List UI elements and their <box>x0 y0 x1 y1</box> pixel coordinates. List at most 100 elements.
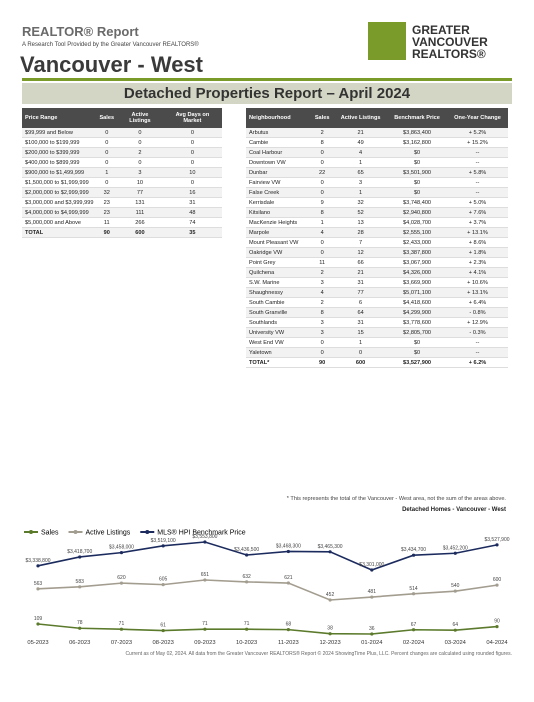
table-cell: + 6.4% <box>447 297 508 308</box>
data-label: 620 <box>117 575 126 581</box>
data-point <box>119 627 124 631</box>
table-row: Coal Harbour 0 4 $0 -- <box>246 147 508 158</box>
table-cell: 4 <box>334 147 388 158</box>
x-tick-label: 03-2024 <box>445 640 467 646</box>
table-cell: 4 <box>310 287 335 298</box>
table-row: S.W. Marine 3 31 $3,669,900 + 10.6% <box>246 277 508 288</box>
data-point <box>78 626 82 630</box>
table-cell: -- <box>447 187 508 198</box>
table-cell: 3 <box>310 327 335 338</box>
data-point <box>328 598 332 602</box>
table-cell: 0 <box>334 347 388 358</box>
table-cell: 0 <box>310 247 335 258</box>
table-row: $1,500,000 to $1,999,999 0 10 0 <box>22 177 222 188</box>
data-label: $3,458,000 <box>109 545 134 551</box>
table-cell: $0 <box>387 177 447 188</box>
table-row: MacKenzie Heights 1 13 $4,028,700 + 3.7% <box>246 217 508 228</box>
table-cell: $400,000 to $899,999 <box>22 157 97 168</box>
table-row: Southlands 3 31 $3,778,600 + 12.9% <box>246 317 508 328</box>
table-row: South Cambie 2 6 $4,418,600 + 6.4% <box>246 297 508 308</box>
table-cell: 1 <box>334 157 388 168</box>
table-cell: South Granville <box>246 307 311 318</box>
price-table: Price Range Sales Active Listings Avg Days … <box>22 108 222 238</box>
data-label: 540 <box>451 583 460 589</box>
data-point <box>161 628 165 633</box>
table-cell: 52 <box>334 207 388 218</box>
table-cell: $2,433,000 <box>387 237 447 248</box>
table-cell: TOTAL <box>22 227 97 238</box>
data-label: 90 <box>494 619 500 625</box>
table-cell: 35 <box>162 227 222 238</box>
data-point <box>453 628 457 632</box>
table-cell: - 0.8% <box>447 307 508 318</box>
data-point <box>119 581 124 585</box>
column-header: One-Year Change <box>447 108 508 128</box>
table-cell: 1 <box>334 187 388 198</box>
column-header: Active Listings <box>334 108 388 128</box>
table-row: $99,999 and Below 0 0 0 <box>22 128 222 138</box>
data-point <box>78 585 82 589</box>
table-cell: 0 <box>117 157 163 168</box>
table-cell: + 5.2% <box>447 128 508 138</box>
data-label: 651 <box>201 572 210 578</box>
table-cell: 11 <box>96 217 118 228</box>
table-cell: $3,748,400 <box>387 197 447 208</box>
column-header: Avg Days on Market <box>162 108 222 128</box>
table-cell: 32 <box>96 187 118 198</box>
table-cell: 32 <box>334 197 388 208</box>
table-cell: $2,940,800 <box>387 207 447 218</box>
table-cell: Dunbar <box>246 167 311 178</box>
table-cell: 0 <box>310 187 335 198</box>
table-cell: -- <box>447 337 508 348</box>
table-cell: 77 <box>334 287 388 298</box>
x-tick-label: 11-2023 <box>278 640 299 646</box>
table-row: TOTAL* 90 600 $3,527,900 + 6.2% <box>246 357 508 368</box>
table-cell: 1 <box>310 217 335 228</box>
table-row: Marpole 4 28 $2,555,100 + 13.1% <box>246 227 508 238</box>
table-cell: 4 <box>310 227 335 238</box>
table-cell: 1 <box>96 167 118 178</box>
logo-line: GREATER <box>412 23 470 37</box>
table-cell: $3,527,900 <box>387 357 447 368</box>
table-cell: $0 <box>387 157 447 168</box>
x-tick-label: 02-2024 <box>403 640 425 646</box>
table-cell: Point Grey <box>246 257 311 268</box>
table-row: $900,000 to $1,499,999 1 3 10 <box>22 167 222 178</box>
table-cell: 600 <box>117 227 163 238</box>
table-cell: TOTAL* <box>246 357 311 368</box>
table-cell: 0 <box>162 137 222 148</box>
table-cell: 0 <box>310 337 335 348</box>
data-point <box>245 553 249 557</box>
column-header: Sales <box>96 108 118 128</box>
table-row: $100,000 to $199,999 0 0 0 <box>22 137 222 148</box>
table-cell: Cambie <box>246 137 311 148</box>
series-line <box>37 541 498 571</box>
table-cell: + 8.6% <box>447 237 508 248</box>
table-cell: 12 <box>334 247 388 258</box>
table-cell: 0 <box>162 128 222 138</box>
table-cell: 21 <box>334 267 388 278</box>
table-cell: Southlands <box>246 317 311 328</box>
table-cell: $3,501,900 <box>387 167 447 178</box>
data-point <box>370 595 374 599</box>
table-row: Mount Pleasant VW 0 7 $2,433,000 + 8.6% <box>246 237 508 248</box>
table-row: Dunbar 22 65 $3,501,900 + 5.8% <box>246 167 508 178</box>
table-cell: 77 <box>117 187 163 198</box>
table-cell: $2,805,700 <box>387 327 447 338</box>
table-cell: $3,162,800 <box>387 137 447 148</box>
table-cell: Fairview VW <box>246 177 311 188</box>
table-cell: Marpole <box>246 227 311 238</box>
table-cell: $0 <box>387 187 447 198</box>
table-cell: 6 <box>334 297 388 308</box>
table-cell: 2 <box>117 147 163 158</box>
divider <box>22 78 512 81</box>
table-cell: 0 <box>162 147 222 158</box>
table-cell: 31 <box>334 317 388 328</box>
data-point <box>161 583 165 587</box>
table-cell: 48 <box>162 207 222 218</box>
legend-marker <box>29 530 33 534</box>
table-cell: $5,071,100 <box>387 287 447 298</box>
table-cell: 0 <box>310 237 335 248</box>
table-cell: West End VW <box>246 337 311 348</box>
table-cell: 0 <box>310 147 335 158</box>
